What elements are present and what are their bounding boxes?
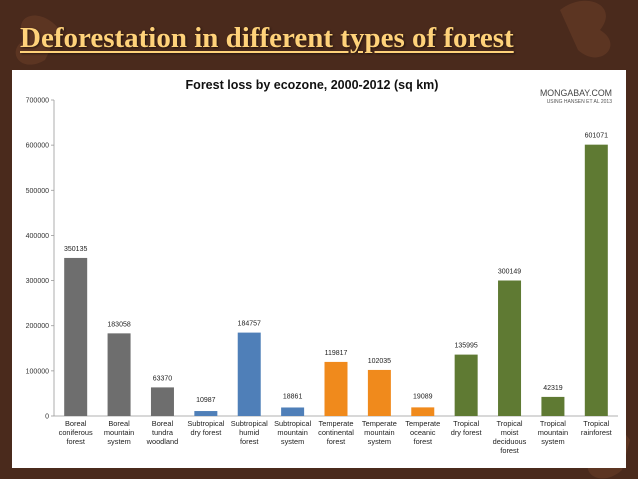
bar xyxy=(281,407,305,416)
y-tick-label: 200000 xyxy=(26,323,49,330)
bar-value-label: 135995 xyxy=(454,343,477,350)
category-label: tundra xyxy=(152,428,174,437)
y-tick-label: 100000 xyxy=(26,368,49,375)
category-label: Tropical xyxy=(583,419,609,428)
category-label: continental xyxy=(318,428,354,437)
category-label: Tropical xyxy=(540,419,566,428)
bar-value-label: 18861 xyxy=(283,393,303,400)
category-label: Tropical xyxy=(453,419,479,428)
category-label: oceanic xyxy=(410,428,436,437)
category-label: coniferous xyxy=(59,428,93,437)
bar-value-label: 19089 xyxy=(413,393,433,400)
category-label: moist xyxy=(501,428,519,437)
bar-chart: Forest loss by ecozone, 2000-2012 (sq km… xyxy=(26,78,618,455)
y-tick-label: 600000 xyxy=(26,143,49,150)
category-label: mountain xyxy=(104,428,134,437)
category-label: Boreal xyxy=(108,419,130,428)
bar-value-label: 350135 xyxy=(64,246,87,253)
category-label: mountain xyxy=(364,428,394,437)
category-label: Boreal xyxy=(65,419,87,428)
category-label: mountain xyxy=(277,428,307,437)
category-label: system xyxy=(107,437,130,446)
bar-value-label: 300149 xyxy=(498,269,521,276)
category-label: Boreal xyxy=(152,419,174,428)
category-label: forest xyxy=(327,437,345,446)
bar-value-label: 183058 xyxy=(107,321,130,328)
bar xyxy=(367,369,391,416)
y-tick-label: 500000 xyxy=(26,188,49,195)
chart-title: Forest loss by ecozone, 2000-2012 (sq km… xyxy=(186,78,439,92)
category-label: humid xyxy=(239,428,259,437)
bar xyxy=(584,144,608,417)
category-label: forest xyxy=(66,437,84,446)
category-label: rainforest xyxy=(581,428,612,437)
y-tick-label: 0 xyxy=(45,414,49,421)
y-axis-ticks: 0 100000 200000 300000 400000 500000 600000 700… xyxy=(26,98,54,421)
category-label: dry forest xyxy=(451,428,482,437)
bar-value-label: 119817 xyxy=(325,350,348,357)
source-credit: MONGABAY.COM xyxy=(540,88,612,98)
data-labels: 350135 183058 63370 10987 184757 18861 119817 1… xyxy=(64,133,608,404)
category-label: woodland xyxy=(146,437,179,446)
y-tick-label: 300000 xyxy=(26,278,49,285)
bar xyxy=(324,361,348,416)
category-label: forest xyxy=(414,437,432,446)
category-label: system xyxy=(541,437,564,446)
bar xyxy=(411,407,435,416)
bar-value-label: 184757 xyxy=(238,321,261,328)
category-label: system xyxy=(368,437,391,446)
category-label: system xyxy=(281,437,304,446)
y-tick-label: 400000 xyxy=(26,233,49,240)
chart-panel: Forest loss by ecozone, 2000-2012 (sq km… xyxy=(12,70,626,468)
bar xyxy=(107,333,131,416)
bar-value-label: 10987 xyxy=(196,397,216,404)
category-label: Subtropical xyxy=(187,419,224,428)
category-label: Subtropical xyxy=(274,419,311,428)
slide-title: Deforestation in different types of fore… xyxy=(20,22,514,54)
bar xyxy=(150,387,174,416)
bar-value-label: 63370 xyxy=(153,375,173,382)
category-label: Temperate xyxy=(319,419,354,428)
category-label: mountain xyxy=(538,428,568,437)
bar xyxy=(498,280,522,416)
bar-value-label: 102035 xyxy=(368,358,391,365)
category-label: Tropical xyxy=(497,419,523,428)
bar-series xyxy=(64,144,608,417)
category-label: Temperate xyxy=(405,419,440,428)
category-label: forest xyxy=(500,446,518,455)
category-label: Subtropical xyxy=(231,419,268,428)
y-tick-label: 700000 xyxy=(26,98,49,105)
bar xyxy=(541,396,565,416)
category-label: forest xyxy=(240,437,258,446)
category-label: deciduous xyxy=(493,437,527,446)
bar xyxy=(64,257,88,416)
bar-value-label: 42319 xyxy=(543,385,563,392)
category-label: dry forest xyxy=(190,428,221,437)
bar xyxy=(194,411,218,416)
bar xyxy=(237,332,261,416)
category-labels: BorealconiferousforestBorealmountainsyst… xyxy=(59,419,612,455)
source-citation: USING HANSEN ET AL 2013 xyxy=(547,99,613,105)
bar-value-label: 601071 xyxy=(585,133,608,140)
bar xyxy=(454,354,478,416)
category-label: Temperate xyxy=(362,419,397,428)
